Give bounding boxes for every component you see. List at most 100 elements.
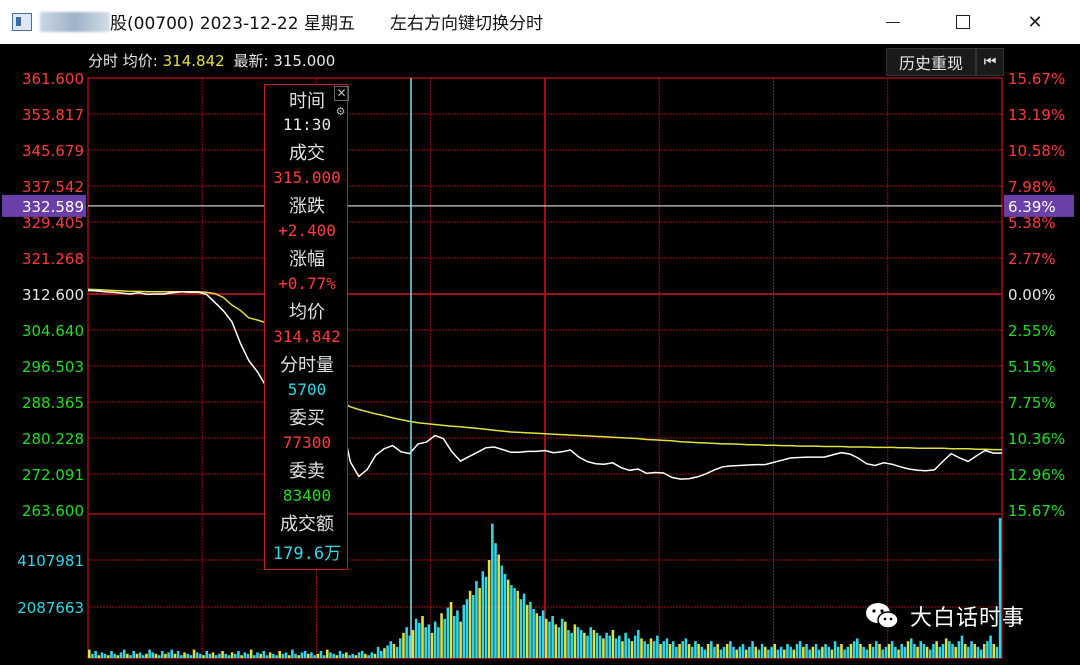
volume-bar — [805, 644, 808, 658]
volume-bar — [310, 652, 313, 658]
data-tooltip: ✕ ⚙ 时间 11:30 成交 315.000 涨跌 +2.400 涨幅 +0.… — [264, 84, 349, 570]
volume-bar — [589, 627, 592, 658]
volume-bar — [824, 644, 827, 658]
volume-bar — [414, 618, 418, 658]
volume-bar — [827, 646, 831, 658]
volume-bar — [529, 602, 532, 658]
volume-bar — [475, 581, 478, 658]
skip-back-button[interactable]: ⏮ — [976, 48, 1004, 76]
volume-bar — [227, 655, 231, 658]
volume-bar — [195, 652, 199, 658]
volume-bar — [186, 653, 189, 658]
volume-bar — [770, 646, 773, 658]
tooltip-close-icon[interactable]: ✕ — [334, 86, 349, 101]
minimize-icon — [886, 21, 900, 23]
price-tick-label: 288.365 — [22, 394, 84, 412]
volume-bar — [986, 641, 989, 658]
volume-bar — [617, 635, 621, 658]
price-tick-label: 263.600 — [22, 502, 84, 520]
volume-bar — [627, 638, 631, 658]
volume-bar — [268, 652, 272, 658]
volume-bar — [573, 624, 577, 658]
close-button[interactable]: ✕ — [1012, 6, 1058, 38]
volume-bar — [789, 646, 792, 658]
volume-bar — [424, 627, 427, 658]
volume-bar — [164, 653, 167, 658]
maximize-button[interactable] — [940, 6, 986, 38]
volume-bar — [909, 638, 913, 658]
redacted-stock-name — [40, 12, 110, 32]
volume-bar — [694, 641, 697, 658]
volume-bar — [903, 646, 907, 658]
tooltip-avg-value: 314.842 — [273, 327, 341, 346]
volume-bar — [211, 652, 215, 658]
volume-bar — [633, 635, 637, 658]
volume-bar — [513, 588, 516, 658]
volume-bar — [846, 646, 850, 658]
volume-bar — [982, 644, 986, 658]
volume-bar — [478, 588, 481, 658]
volume-bar — [548, 621, 551, 658]
volume-bar — [303, 651, 307, 658]
volume-bar — [567, 630, 570, 658]
latest-price-value: 315.000 — [273, 52, 336, 70]
volume-bar — [284, 652, 288, 658]
volume-bar — [564, 621, 567, 658]
volume-bar — [998, 518, 1002, 658]
volume-bar — [798, 641, 802, 658]
volume-bar — [754, 646, 758, 658]
volume-bar — [583, 632, 586, 658]
minimize-button[interactable] — [870, 6, 916, 38]
tooltip-ask-value: 83400 — [282, 486, 332, 505]
close-icon: ✕ — [1027, 11, 1043, 33]
volume-bar — [624, 632, 627, 658]
volume-bar — [345, 652, 348, 658]
volume-bar — [157, 655, 161, 658]
volume-bar — [510, 585, 513, 658]
volume-bar — [319, 651, 323, 658]
volume-bar — [719, 649, 723, 658]
volume-bar — [795, 644, 799, 658]
volume-bar — [189, 655, 193, 658]
volume-bar — [395, 646, 399, 658]
history-replay-button[interactable]: 历史重现 — [886, 48, 976, 76]
tooltip-gear-icon[interactable]: ⚙ — [335, 105, 346, 118]
volume-bar — [437, 627, 440, 658]
intraday-chart[interactable]: 361.600 353.817 345.679 337.542 329.405 321.2… — [0, 44, 1080, 665]
volume-bar — [697, 644, 700, 658]
volume-bar — [202, 655, 205, 658]
volume-bar — [405, 627, 408, 658]
volume-bar — [783, 649, 786, 658]
volume-bar — [357, 652, 361, 658]
volume-bar — [392, 644, 396, 658]
volume-bar — [922, 644, 926, 658]
volume-bar — [887, 644, 891, 658]
volume-bar — [554, 624, 558, 658]
crosshair-price-text: 332.589 — [22, 198, 84, 216]
volume-bar — [167, 652, 170, 658]
volume-bar — [230, 652, 234, 658]
chart-canvas[interactable]: 361.600 353.817 345.679 337.542 329.405 321.2… — [0, 44, 1080, 665]
volume-bar — [560, 618, 564, 658]
volume-bar — [151, 652, 155, 658]
maximize-icon — [956, 15, 970, 29]
volume-bar — [598, 635, 602, 658]
volume-bar — [659, 644, 662, 658]
tooltip-ask-label: 委卖 — [289, 461, 325, 482]
percent-tick-label: 10.58% — [1008, 142, 1065, 160]
volume-bar — [611, 630, 615, 658]
volume-bar — [262, 651, 266, 658]
volume-bar — [418, 623, 421, 658]
volume-bar — [484, 576, 488, 658]
mode-label: 分时 — [88, 52, 119, 70]
volume-bar — [341, 653, 345, 658]
volume-bar — [792, 649, 796, 658]
volume-bar — [462, 604, 466, 658]
percent-tick-label: 15.67% — [1008, 70, 1065, 88]
volume-bar — [916, 646, 919, 658]
percent-tick-label: 5.15% — [1008, 358, 1056, 376]
volume-bar — [970, 641, 973, 658]
volume-bar — [767, 649, 770, 658]
volume-bar — [433, 621, 437, 658]
volume-bar — [875, 641, 878, 658]
